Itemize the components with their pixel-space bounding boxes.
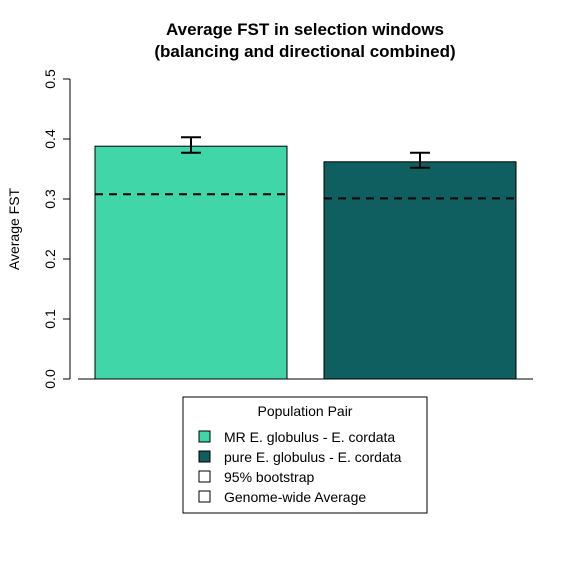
legend: Population Pair MR E. globulus - E. cord… [182, 396, 428, 514]
legend-swatch [198, 430, 211, 443]
bar [323, 161, 517, 380]
chart-title: Average FST in selection windows [166, 20, 444, 39]
bar [94, 145, 288, 380]
y-tick-label: 0.4 [42, 129, 58, 149]
chart-subtitle: (balancing and directional combined) [154, 42, 455, 61]
legend-box [182, 396, 428, 514]
y-tick-label: 0.2 [42, 249, 58, 269]
y-axis-label: Average FST [6, 187, 22, 270]
legend-entries: MR E. globulus - E. cordata pure E. globu… [198, 429, 402, 505]
legend-label: MR E. globulus - E. cordata [224, 429, 395, 445]
y-tick-label: 0.3 [42, 189, 58, 209]
legend-title: Population Pair [258, 403, 353, 419]
y-tick-label: 0.1 [42, 309, 58, 329]
y-axis: 0.0 0.1 0.2 0.3 0.4 0.5 [42, 69, 71, 389]
legend-label: pure E. globulus - E. cordata [224, 449, 402, 465]
bars-group [94, 136, 517, 380]
legend-label: 95% bootstrap [224, 469, 314, 485]
legend-swatch [198, 490, 211, 503]
y-tick-label: 0.0 [42, 369, 58, 389]
legend-label: Genome-wide Average [224, 489, 366, 505]
y-tick-label: 0.5 [42, 69, 58, 89]
legend-swatch [198, 450, 211, 463]
legend-swatch [198, 470, 211, 483]
